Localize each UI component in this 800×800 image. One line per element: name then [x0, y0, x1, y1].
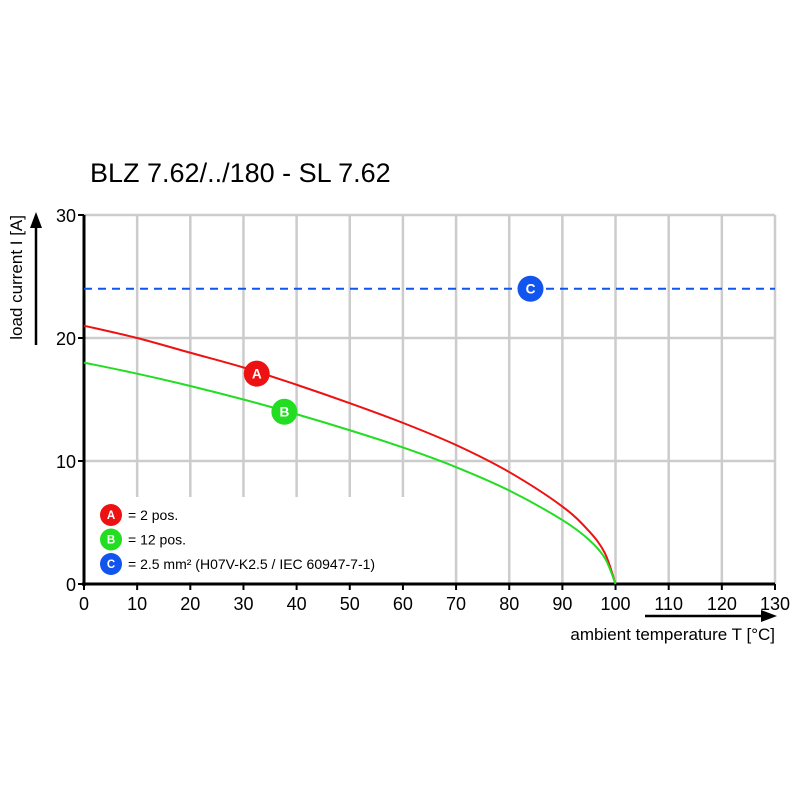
legend-marker-b: B — [100, 528, 122, 551]
legend-marker-c: C — [100, 553, 122, 575]
legend-label-a: = 2 pos. — [128, 507, 178, 523]
series-line-b — [83, 361, 617, 585]
legend-marker-b-circle — [100, 528, 122, 551]
x-tick-label: 100 — [601, 594, 631, 614]
legend-label-b: = 12 pos. — [128, 532, 186, 548]
y-tick-label: 0 — [66, 575, 76, 595]
x-tick-label: 30 — [233, 594, 253, 614]
series-marker-c-letter: C — [526, 282, 536, 297]
x-tick-label: 110 — [654, 594, 683, 614]
y-axis-label: load current I [A] — [7, 215, 26, 340]
series-marker-b-letter: B — [279, 405, 289, 420]
x-arrow-head — [761, 610, 777, 622]
legend-marker-c-circle — [100, 553, 122, 575]
series-marker-c: C — [517, 275, 544, 302]
series-marker-b-circle — [271, 398, 298, 425]
y-arrow-head — [30, 212, 42, 228]
x-tick-label: 70 — [446, 594, 466, 614]
x-tick-label: 120 — [707, 594, 737, 614]
x-tick-label: 0 — [79, 594, 89, 614]
legend-marker-c-letter: C — [107, 559, 116, 571]
x-tick-label: 60 — [393, 594, 413, 614]
legend-marker-a-letter: A — [107, 510, 116, 522]
legend-marker-b-letter: B — [107, 535, 115, 547]
series-marker-b: B — [271, 398, 298, 425]
legend-marker-a-circle — [100, 504, 122, 526]
legend-background — [86, 497, 421, 582]
x-tick-label: 130 — [760, 594, 790, 614]
y-tick-label: 10 — [56, 452, 76, 472]
series-marker-a-circle — [243, 360, 270, 387]
series-line-a — [83, 324, 617, 585]
chart-title: BLZ 7.62/../180 - SL 7.62 — [90, 158, 391, 188]
series-marker-c-circle — [517, 275, 544, 302]
series-marker-a: A — [243, 360, 270, 387]
x-tick-label: 40 — [287, 594, 307, 614]
x-axis-label: ambient temperature T [°C] — [570, 625, 775, 644]
series-marker-a-letter: A — [252, 367, 262, 382]
x-tick-label: 20 — [180, 594, 200, 614]
x-tick-label: 50 — [340, 594, 360, 614]
legend-marker-a: A — [100, 504, 122, 526]
x-tick-label: 80 — [499, 594, 519, 614]
y-tick-label: 20 — [56, 329, 76, 349]
legend-label-c: = 2.5 mm² (H07V-K2.5 / IEC 60947-7-1) — [128, 556, 375, 572]
x-tick-label: 10 — [127, 594, 147, 614]
x-tick-label: 90 — [552, 594, 572, 614]
y-tick-label: 30 — [56, 206, 76, 226]
